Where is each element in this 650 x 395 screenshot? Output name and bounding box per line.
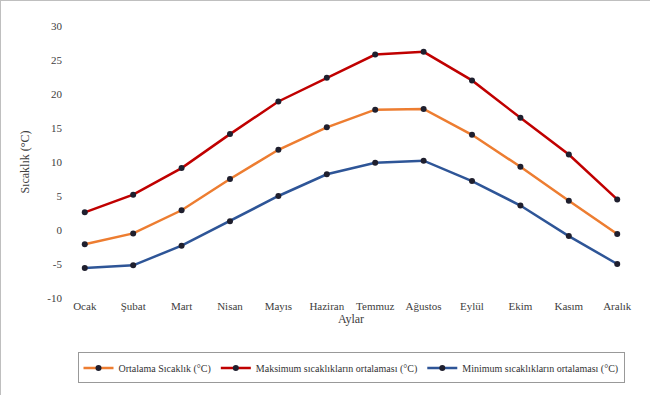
svg-text:Aralık: Aralık — [603, 300, 632, 312]
svg-text:Ortalama Sıcaklık (°C): Ortalama Sıcaklık (°C) — [119, 363, 211, 375]
svg-text:Nisan: Nisan — [217, 300, 243, 312]
svg-text:Kasım: Kasım — [554, 300, 583, 312]
svg-text:30: 30 — [51, 20, 63, 32]
svg-text:15: 15 — [51, 122, 63, 134]
svg-text:5: 5 — [57, 190, 63, 202]
svg-text:Haziran: Haziran — [309, 300, 344, 312]
svg-text:Maksimum sıcaklıkların ortalam: Maksimum sıcaklıkların ortalaması (°C) — [256, 363, 417, 375]
svg-text:Sıcaklık (°C): Sıcaklık (°C) — [18, 130, 32, 193]
svg-text:10: 10 — [51, 156, 63, 168]
svg-text:-5: -5 — [53, 258, 63, 270]
svg-text:Şubat: Şubat — [121, 300, 146, 312]
svg-text:Temmuz: Temmuz — [356, 300, 394, 312]
svg-text:20: 20 — [51, 88, 63, 100]
svg-text:Ekim: Ekim — [508, 300, 532, 312]
svg-text:Minimum sıcaklıkların ortalama: Minimum sıcaklıkların ortalaması (°C) — [462, 363, 618, 375]
svg-text:Ağustos: Ağustos — [406, 300, 442, 312]
svg-text:25: 25 — [51, 54, 63, 66]
svg-text:Eylül: Eylül — [460, 300, 484, 312]
svg-text:Mayıs: Mayıs — [265, 300, 293, 312]
svg-text:Mart: Mart — [171, 300, 192, 312]
svg-text:Ocak: Ocak — [73, 300, 97, 312]
svg-text:0: 0 — [57, 224, 63, 236]
svg-text:Aylar: Aylar — [338, 312, 364, 326]
svg-text:-10: -10 — [47, 292, 62, 304]
